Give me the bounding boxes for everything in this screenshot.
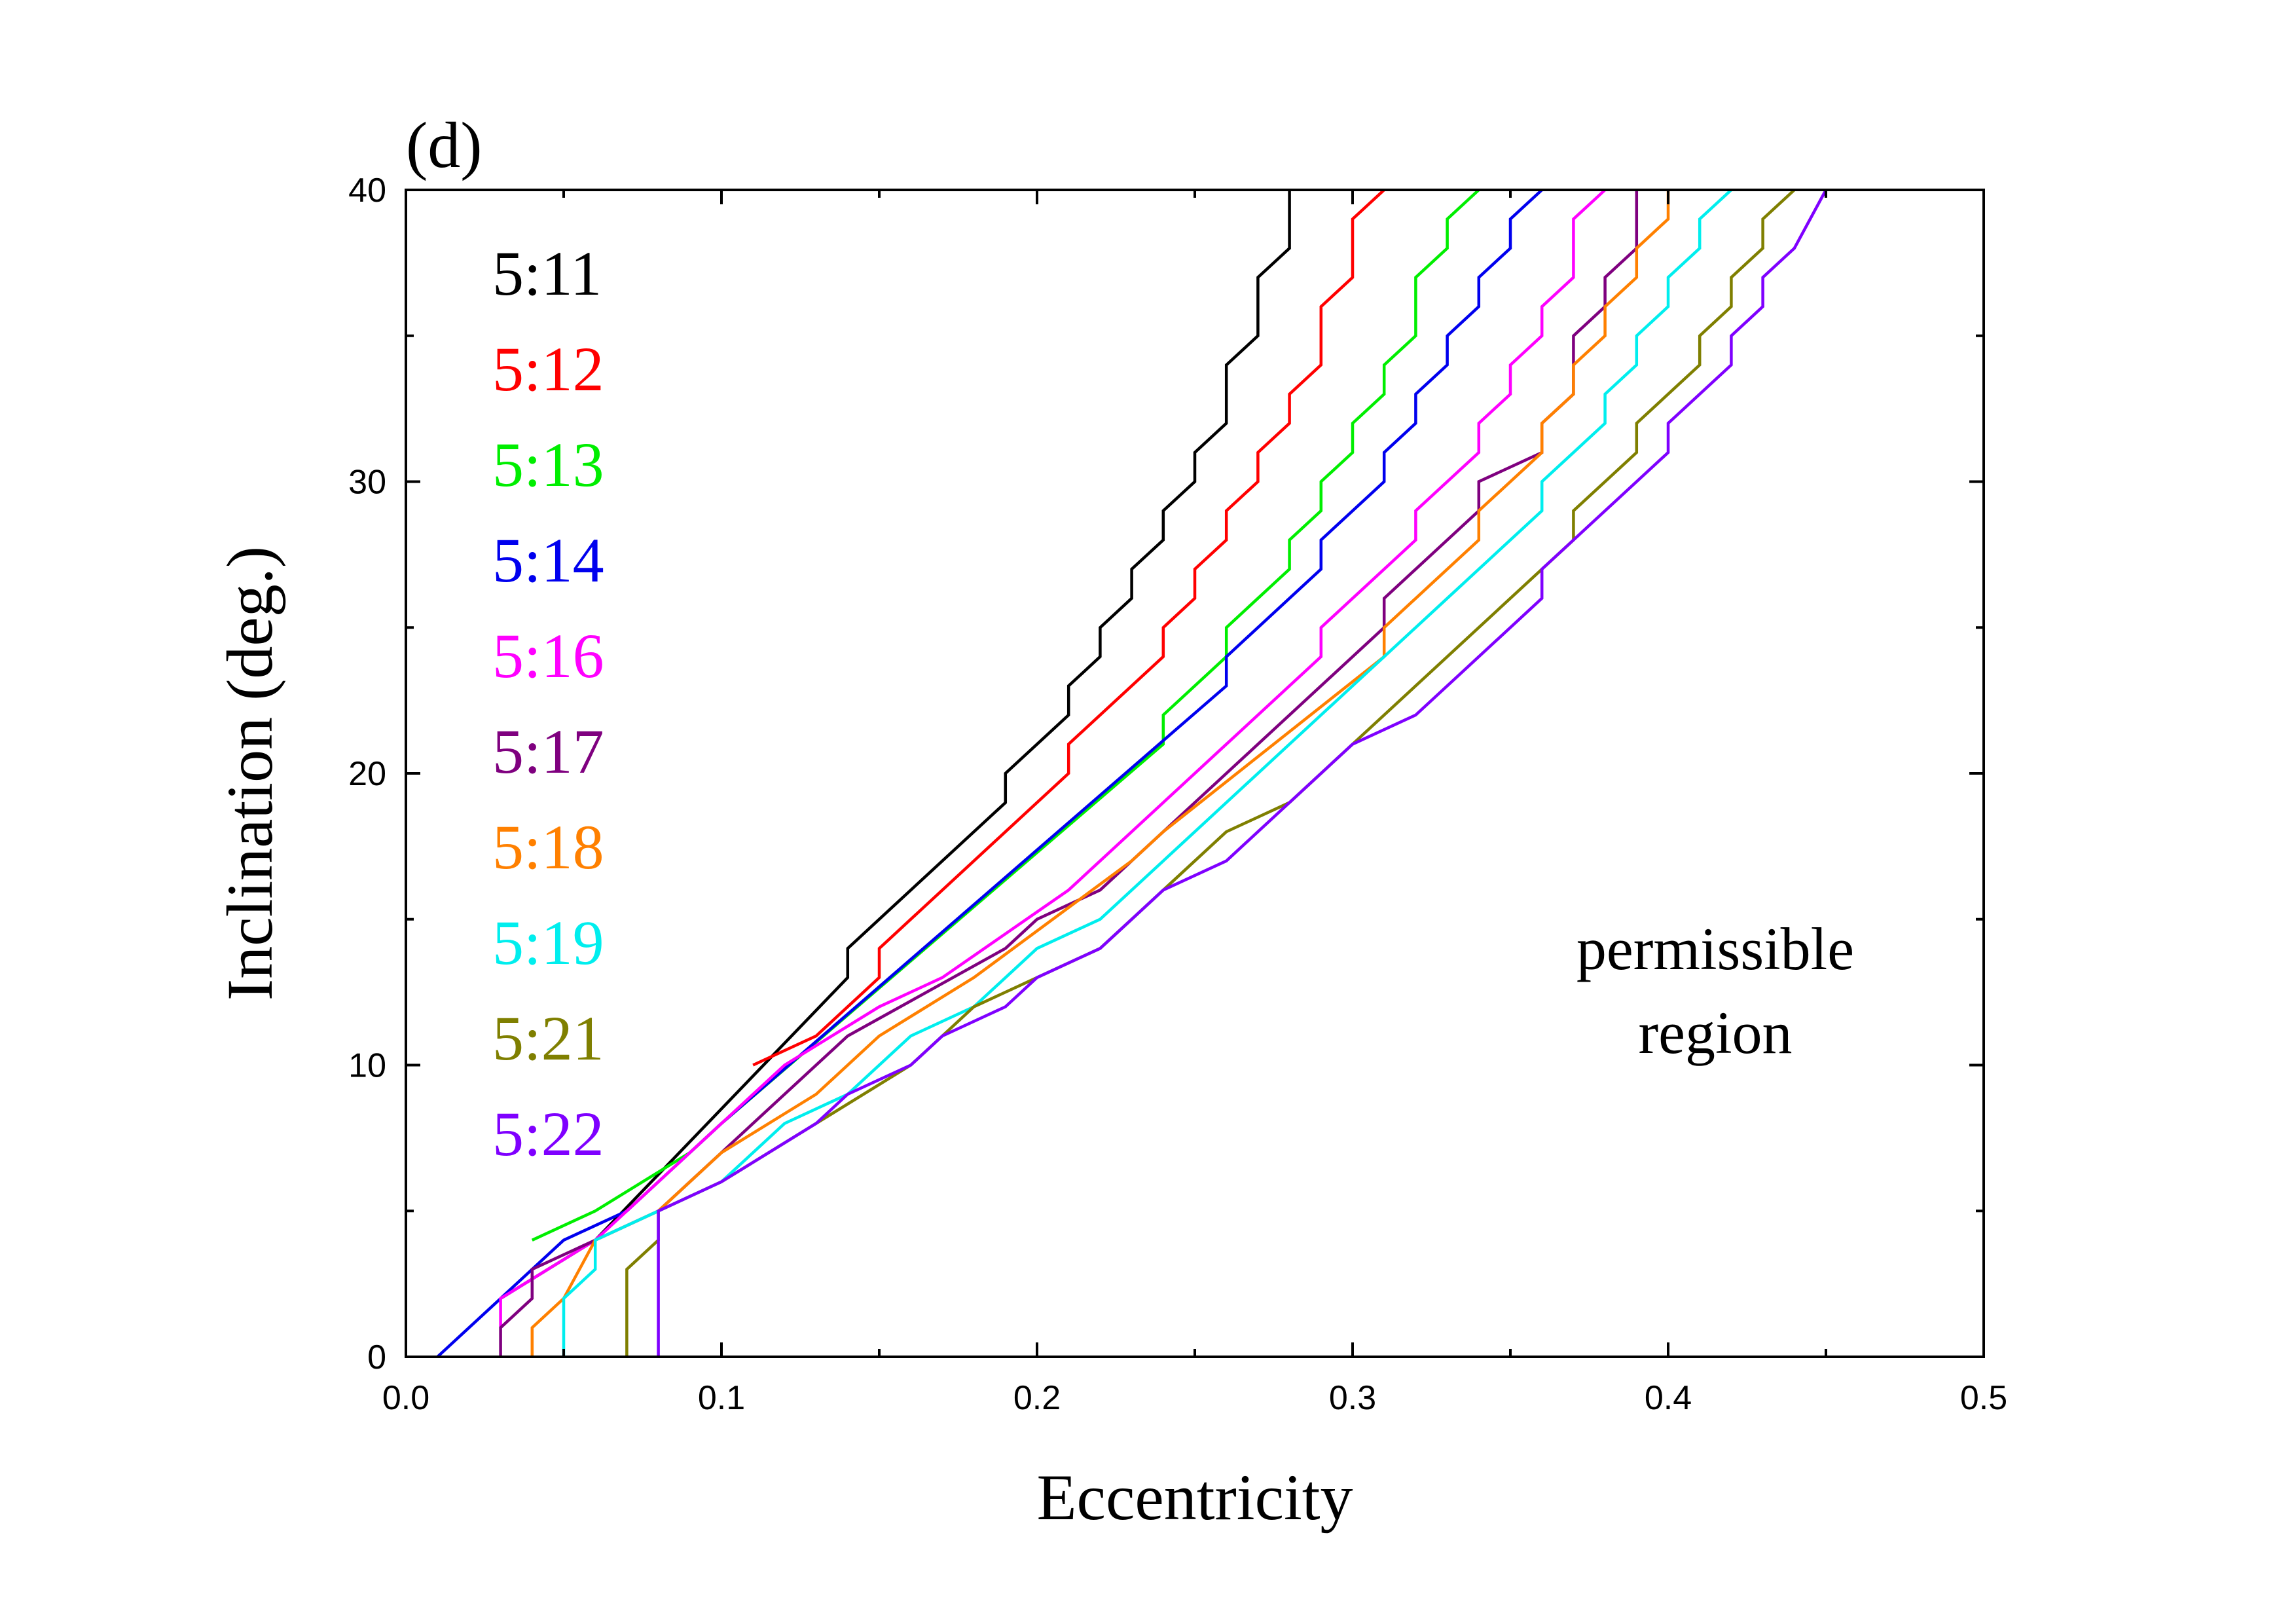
x-tick-label: 0.4	[1645, 1379, 1692, 1417]
series-line-5-19	[562, 189, 1732, 1357]
series-line-5-16	[499, 189, 1607, 1328]
x-tick-label: 0.5	[1960, 1379, 2007, 1417]
legend-entry-5-18: 5:18	[492, 812, 604, 882]
series-layer	[436, 189, 1827, 1358]
x-tick-label: 0.2	[1013, 1379, 1061, 1417]
series-line-5-22	[657, 189, 1827, 1357]
legend-entry-5-17: 5:17	[492, 716, 604, 786]
series-line-5-13	[531, 189, 1480, 1242]
annotation-line-1: permissible	[1576, 915, 1854, 982]
legend-entry-5-21: 5:21	[492, 1003, 604, 1073]
ticks-layer: 0.0 0.1 0.2 0.3 0.4 0.5 0 10 20 30 40	[348, 172, 2007, 1417]
legend-entry-5-19: 5:19	[492, 908, 604, 978]
legend: 5:11 5:12 5:13 5:14 5:16 5:17 5:18 5:19 5:21 5:22	[492, 238, 604, 1169]
annotation-line-2: region	[1638, 999, 1792, 1066]
series-line-5-11	[500, 190, 1291, 1300]
legend-entry-5-16: 5:16	[492, 621, 604, 691]
legend-entry-5-13: 5:13	[492, 430, 604, 500]
panel-label: (d)	[406, 109, 483, 181]
x-axis-title: Eccentricity	[1036, 1461, 1353, 1534]
series-line-5-18	[530, 190, 1670, 1357]
series-line-5-21	[625, 189, 1796, 1357]
legend-entry-5-22: 5:22	[492, 1099, 604, 1169]
y-tick-label: 40	[348, 172, 386, 210]
y-axis-title: Inclination (deg.)	[213, 546, 286, 1001]
y-tick-label: 10	[348, 1047, 386, 1085]
x-tick-label: 0.1	[698, 1379, 745, 1417]
y-tick-label: 0	[367, 1338, 386, 1376]
y-tick-label: 30	[348, 464, 386, 502]
x-tick-label: 0.3	[1329, 1379, 1376, 1417]
legend-entry-5-11: 5:11	[492, 238, 602, 308]
x-tick-label: 0.0	[382, 1379, 429, 1417]
y-tick-label: 20	[348, 755, 386, 793]
legend-entry-5-14: 5:14	[492, 525, 604, 595]
series-line-5-12	[752, 189, 1385, 1067]
series-line-5-17	[499, 190, 1639, 1357]
legend-entry-5-12: 5:12	[492, 334, 604, 404]
